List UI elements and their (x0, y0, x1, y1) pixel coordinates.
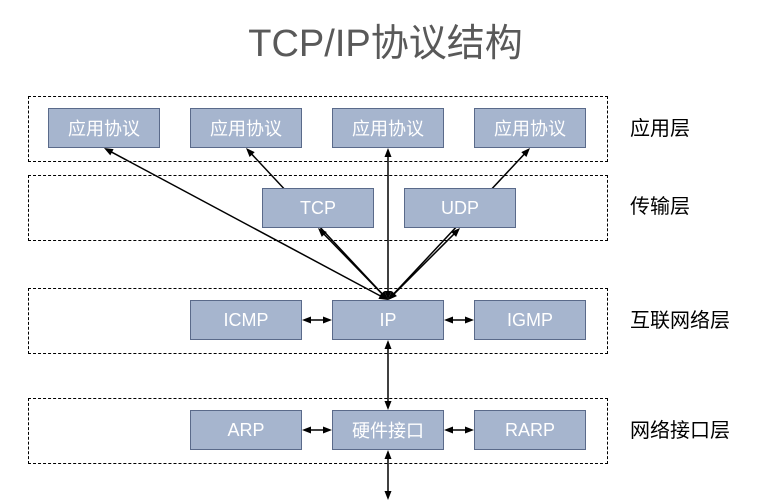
node-rarp: RARP (474, 410, 586, 450)
node-ip: IP (332, 300, 444, 340)
node-hw: 硬件接口 (332, 410, 444, 450)
layer-label: 传输层 (630, 190, 690, 219)
node-app1: 应用协议 (48, 108, 160, 148)
layer-label: 互联网络层 (630, 304, 730, 333)
diagram-title: TCP/IP协议结构 (0, 12, 771, 67)
node-icmp: ICMP (190, 300, 302, 340)
node-igmp: IGMP (474, 300, 586, 340)
node-udp: UDP (404, 188, 516, 228)
node-app2: 应用协议 (190, 108, 302, 148)
node-app3: 应用协议 (332, 108, 444, 148)
node-arp: ARP (190, 410, 302, 450)
node-app4: 应用协议 (474, 108, 586, 148)
layer-label: 应用层 (630, 112, 690, 141)
layer-label: 网络接口层 (630, 414, 730, 443)
node-tcp: TCP (262, 188, 374, 228)
